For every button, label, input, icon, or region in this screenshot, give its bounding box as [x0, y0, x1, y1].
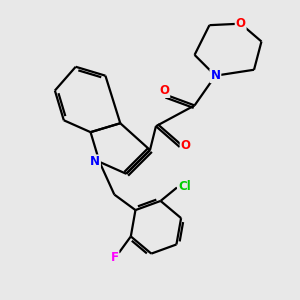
- Text: N: N: [90, 155, 100, 168]
- Text: O: O: [181, 139, 191, 152]
- Text: O: O: [236, 17, 246, 30]
- Text: F: F: [110, 251, 118, 264]
- Text: Cl: Cl: [178, 180, 191, 193]
- Text: O: O: [159, 84, 169, 97]
- Text: N: N: [210, 69, 220, 82]
